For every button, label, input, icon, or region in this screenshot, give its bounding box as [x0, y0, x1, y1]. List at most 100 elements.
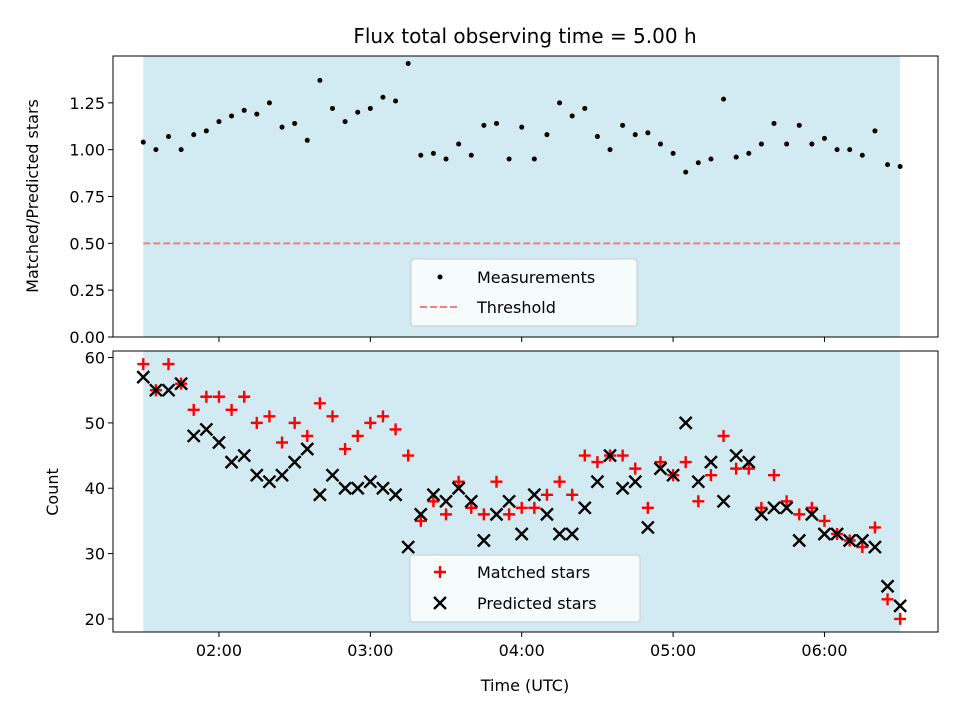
predicted-star-point [552, 527, 567, 541]
predicted-star-point [477, 533, 491, 548]
measurement-point [758, 141, 764, 147]
measurement-point [885, 162, 891, 168]
matched-star-point [540, 488, 553, 501]
top-panel: 0.00 0.25 0.50 0.75 1.00 1.25 Matched/Predict… [23, 55, 939, 347]
matched-star-point [894, 612, 907, 625]
measurement-point [632, 132, 638, 138]
predicted-star-point [136, 370, 151, 384]
measurement-point [771, 120, 777, 126]
predicted-star-point [805, 507, 819, 522]
predicted-star-point [464, 494, 479, 509]
matched-star-point [679, 456, 692, 469]
measurement-point [809, 141, 815, 147]
matched-star-point [578, 449, 591, 462]
predicted-star-point [149, 383, 163, 398]
matched-star-point [591, 456, 604, 469]
predicted-star-point [678, 416, 693, 430]
measurement-point [733, 154, 739, 160]
measurement-point [519, 124, 525, 130]
matched-star-point [376, 410, 389, 423]
predicted-star-point [779, 500, 794, 515]
matched-star-point [288, 416, 301, 429]
predicted-star-point [754, 507, 769, 522]
top-plot-frame [112, 55, 939, 338]
matched-star-point [881, 593, 894, 606]
matched-star-point [187, 403, 200, 416]
matched-star-point [868, 521, 881, 534]
predicted-star-point [880, 579, 895, 594]
matched-star-point [856, 541, 869, 554]
predicted-star-point [565, 527, 580, 541]
measurement-point [178, 147, 184, 153]
legend-marker-measurements [437, 274, 443, 280]
predicted-star-point [590, 474, 605, 489]
top-y-tick-label: 0.25 [69, 281, 105, 300]
matched-star-point [465, 501, 478, 514]
predicted-star-point [363, 474, 378, 489]
predicted-star-point [376, 481, 390, 496]
matched-star-point [250, 416, 263, 429]
matched-star-point [263, 410, 276, 423]
measurement-point [405, 60, 411, 66]
matched-star-point [717, 429, 730, 442]
top-y-tick-label: 1.00 [69, 141, 105, 160]
measurement-point [594, 134, 600, 140]
measurement-point [241, 107, 247, 113]
matched-star-point [339, 443, 352, 456]
x-axis-label: Time (UTC) [480, 676, 569, 695]
bottom-plot-frame [112, 350, 939, 633]
predicted-star-point [729, 448, 744, 463]
x-tick-label: 05:00 [650, 641, 696, 660]
measurement-point [493, 120, 499, 126]
measurement-point [834, 147, 840, 153]
matched-star-point [212, 390, 225, 403]
matched-star-point [742, 462, 755, 475]
measurement-point [216, 119, 222, 125]
predicted-star-point [199, 422, 214, 437]
measurement-point [721, 96, 727, 102]
measurement-point [620, 122, 626, 128]
measurement-point [847, 147, 853, 153]
measurement-point [266, 100, 272, 106]
predicted-star-point [868, 540, 882, 554]
matched-star-point [414, 514, 427, 527]
predicted-star-point [842, 533, 857, 548]
measurement-point [897, 164, 903, 170]
matched-star-point [477, 508, 490, 521]
bottom-panel: 20 30 40 50 60 02:00 03:00 04:00 05:00 06:00 Cou… [43, 349, 939, 695]
predicted-star-point [691, 474, 706, 489]
predicted-star-point [893, 599, 908, 613]
matched-star-point [364, 416, 377, 429]
measurement-point [304, 137, 310, 143]
matched-star-point [780, 495, 793, 508]
matched-star-point [654, 456, 667, 469]
measurement-point [254, 111, 260, 117]
measurement-point [355, 109, 361, 115]
predicted-star-point [716, 494, 731, 509]
measurement-point [367, 105, 373, 111]
legend-label-matched-stars: Matched stars [477, 563, 590, 582]
predicted-star-point [338, 481, 352, 496]
top-y-tick-label: 1.25 [69, 94, 105, 113]
predicted-star-point [451, 481, 466, 496]
top-y-tick-label: 0.50 [69, 234, 105, 253]
top-y-tick-label: 0.00 [69, 328, 105, 347]
matched-star-point [755, 501, 768, 514]
measurement-point [506, 156, 512, 162]
matched-star-point [389, 423, 402, 436]
predicted-star-point [653, 461, 668, 476]
measurement-point [203, 128, 209, 134]
predicted-star-point [817, 527, 832, 541]
top-y-axis-label: Matched/Predicted stars [23, 99, 42, 293]
bottom-legend-box [409, 554, 641, 623]
predicted-star-point [527, 487, 542, 502]
top-y-tick-label: 0.75 [69, 188, 105, 207]
matched-star-point [503, 508, 516, 521]
predicted-star-point [603, 448, 617, 463]
predicted-star-point [249, 468, 264, 483]
measurement-point [582, 105, 588, 111]
measurement-point [796, 122, 802, 128]
chart-title: Flux total observing time = 5.00 h [353, 24, 696, 48]
measurement-point [418, 152, 424, 158]
